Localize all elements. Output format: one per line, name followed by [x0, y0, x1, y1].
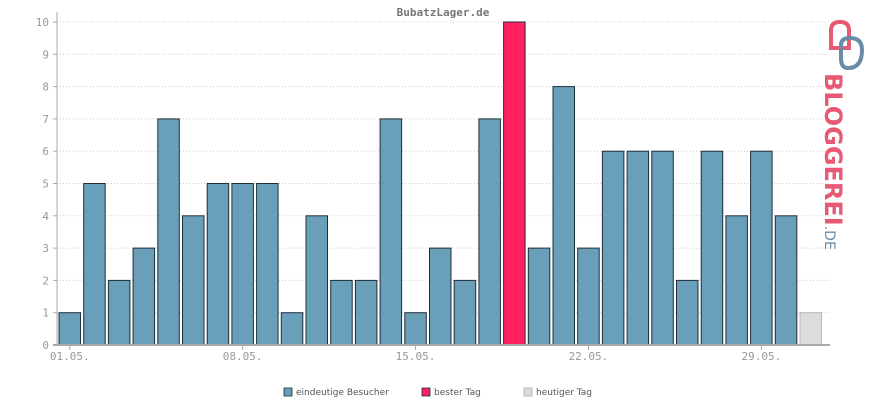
bar-today: 31.05.: 1 [799, 312, 822, 346]
x-tick-label: 15.05. [396, 350, 436, 363]
bar: 05.05.: 7 [157, 118, 180, 346]
logo-icon [829, 19, 865, 71]
y-tick-label: 7 [42, 113, 49, 126]
bar: 30.05.: 4 [774, 215, 798, 346]
legend-item: bester Tag [421, 387, 481, 398]
y-tick-label: 5 [42, 178, 49, 191]
bar: 01.05.: 1 [58, 312, 81, 346]
y-tick-label: 6 [42, 145, 49, 158]
y-tick-label: 3 [42, 242, 49, 255]
bar: 27.05.: 6 [700, 150, 724, 346]
x-tick-label: 08.05. [223, 350, 263, 363]
x-tick-label: 29.05. [741, 350, 781, 363]
bar: 11.05.: 4 [305, 215, 328, 346]
bar: 28.05.: 4 [725, 215, 748, 346]
bar: 07.05.: 5 [206, 183, 230, 346]
bar: 17.05.: 2 [453, 279, 477, 346]
y-tick-label: 4 [42, 210, 49, 223]
bars: 01.05.: 102.05.: 503.05.: 204.05.: 305.0… [58, 21, 822, 346]
bar: 22.05.: 3 [577, 247, 600, 346]
bar: 20.05.: 3 [527, 247, 551, 346]
bar: 12.05.: 2 [330, 279, 353, 346]
legend-swatch [283, 387, 293, 397]
y-tick-label: 2 [42, 274, 49, 287]
x-tick-label: 22.05. [569, 350, 609, 363]
legend-label: bester Tag [434, 388, 481, 398]
y-tick-label: 9 [42, 48, 49, 61]
y-tick-label: 10 [36, 16, 49, 29]
axes: 0 1 2 3 4 5 6 7 8 9 10 01.05. 08.05. 15.05. 22.05. 29.0… [36, 12, 830, 363]
logo-text: BLOGGEREI.DE [819, 73, 847, 250]
bar: 03.05.: 2 [107, 279, 131, 346]
bar: 24.05.: 6 [626, 150, 650, 346]
x-tick-label: 01.05. [50, 350, 90, 363]
bar: 25.05.: 6 [651, 150, 674, 346]
bar-best-day: 19.05.: 10 [503, 21, 526, 346]
legend-swatch [421, 387, 431, 397]
bar: 08.05.: 5 [231, 183, 254, 346]
bar: 04.05.: 3 [132, 247, 156, 346]
legend-item: eindeutige Besucher [283, 387, 389, 398]
bar: 15.05.: 1 [404, 312, 427, 346]
legend-item: heutiger Tag [523, 387, 592, 398]
bar: 23.05.: 6 [601, 150, 625, 346]
bar: 14.05.: 7 [379, 118, 403, 346]
chart-title: BubatzLager.de [397, 6, 490, 19]
bar: 09.05.: 5 [256, 183, 279, 346]
bar: 13.05.: 2 [354, 279, 378, 346]
bar: 29.05.: 6 [750, 150, 773, 346]
y-tick-label: 0 [42, 339, 49, 352]
y-tick-label: 1 [42, 307, 49, 320]
y-tick-label: 8 [42, 81, 49, 94]
legend-swatch [523, 387, 533, 397]
bloggerei-logo: BLOGGEREI.DE [819, 19, 865, 250]
bar: 10.05.: 1 [280, 312, 304, 346]
legend-label: heutiger Tag [536, 388, 592, 398]
bar: 16.05.: 3 [429, 247, 452, 346]
bar: 02.05.: 5 [83, 183, 106, 346]
bar: 18.05.: 7 [478, 118, 501, 346]
legend: eindeutige Besucher bester Tag heutiger Ta… [283, 387, 592, 398]
bar: 26.05.: 2 [676, 279, 699, 346]
bar: 06.05.: 4 [182, 215, 205, 346]
bar: 21.05.: 8 [552, 86, 575, 346]
legend-label: eindeutige Besucher [296, 388, 389, 398]
